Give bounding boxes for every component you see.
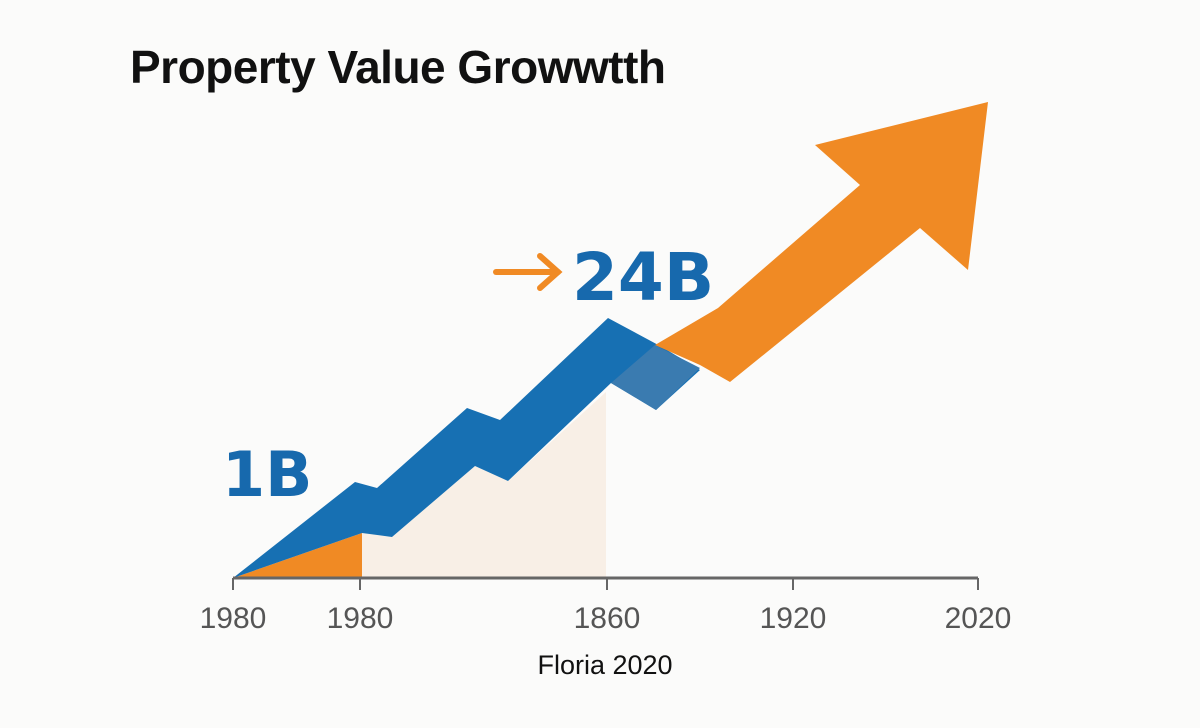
x-tick-label: 2020 — [945, 602, 1012, 635]
x-tick-label: 1860 — [574, 602, 641, 635]
x-ticks — [232, 578, 979, 590]
x-tick-label: 1920 — [760, 602, 827, 635]
x-tick-label: 1980 — [200, 602, 267, 635]
annotation-start-value: 1B — [222, 438, 312, 511]
orange-growth-arrow — [655, 102, 988, 382]
overlap-region — [611, 345, 700, 410]
shaded-area — [362, 392, 606, 578]
x-tick-label: 1980 — [327, 602, 394, 635]
x-axis-label: Floria 2020 — [537, 650, 673, 680]
blue-growth-band — [233, 318, 700, 578]
chart-title: Property Value Growwtth — [130, 41, 666, 93]
annotation-end-value: 24B — [572, 239, 714, 316]
arrow-right-icon — [493, 253, 563, 291]
